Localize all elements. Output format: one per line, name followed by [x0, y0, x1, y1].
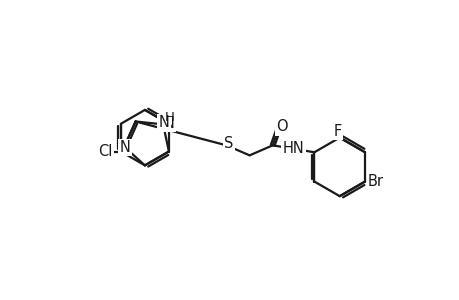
Text: HN: HN — [282, 141, 304, 156]
Text: Br: Br — [367, 174, 383, 189]
Text: N: N — [119, 140, 130, 155]
Text: H: H — [165, 111, 174, 124]
Text: Cl: Cl — [98, 144, 112, 159]
Text: N: N — [158, 115, 169, 130]
Text: F: F — [333, 124, 341, 139]
Text: S: S — [224, 136, 233, 151]
Text: N: N — [163, 116, 174, 131]
Text: O: O — [275, 119, 287, 134]
